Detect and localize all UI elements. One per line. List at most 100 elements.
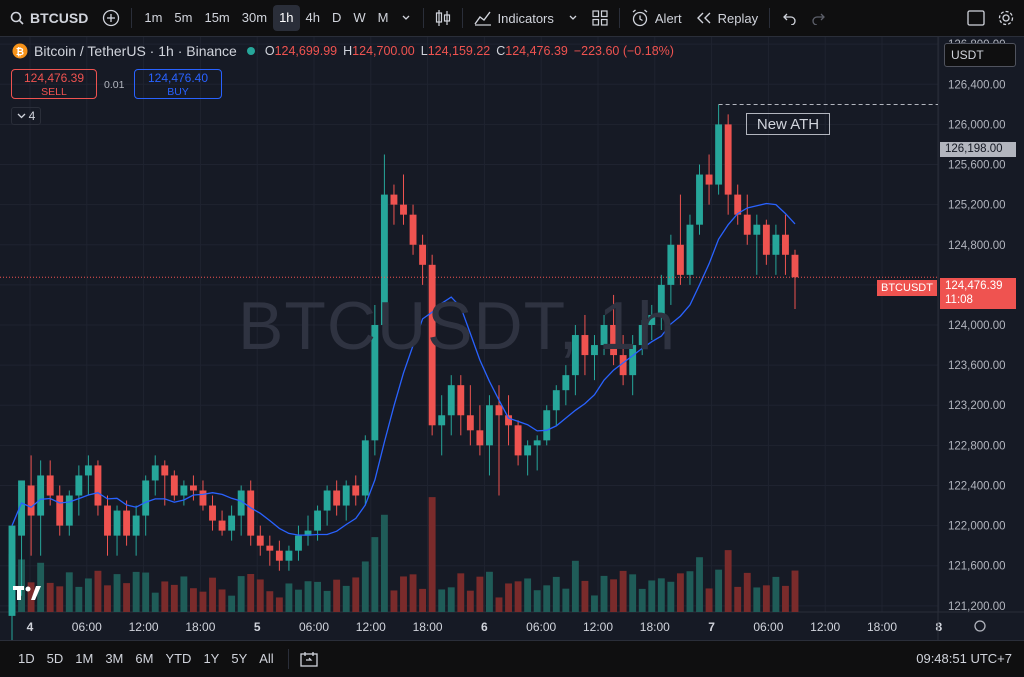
timeframe-group: 1m 5m 15m 30m 1h 4h D W M <box>136 0 418 36</box>
volume-bar <box>323 590 331 612</box>
x-tick-label: 18:00 <box>185 620 215 634</box>
timezone-clock[interactable]: 09:48:51 UTC+7 <box>916 651 1012 666</box>
chart-type-button[interactable] <box>428 0 458 36</box>
candle-body <box>8 525 16 616</box>
legend-low: L124,159.22 <box>421 44 491 58</box>
volume-bar <box>686 571 694 612</box>
buy-button[interactable]: 124,476.40 BUY <box>134 69 222 99</box>
volume-bar <box>161 581 169 612</box>
candle-body <box>782 234 789 255</box>
settings-button[interactable] <box>991 0 1024 36</box>
volume-bar <box>438 589 446 612</box>
range-5d[interactable]: 5D <box>46 651 64 666</box>
sell-button[interactable]: 124,476.39 SELL <box>11 69 97 99</box>
candle-body <box>180 485 188 496</box>
range-1d[interactable]: 1D <box>18 651 35 666</box>
moving-average-line <box>11 202 796 536</box>
candle-body <box>247 490 255 536</box>
price-chart[interactable]: 120,800.00121,200.00121,600.00122,000.00… <box>0 37 1024 640</box>
timeframe-5m[interactable]: 5m <box>174 10 193 25</box>
timeframe-dropdown[interactable] <box>395 5 417 31</box>
candle-body <box>314 510 321 531</box>
volume-bar <box>782 585 789 612</box>
candle-body <box>734 194 742 215</box>
candle-body <box>610 325 618 356</box>
alert-button[interactable]: Alert <box>624 0 689 36</box>
goto-date-button[interactable] <box>293 641 325 677</box>
volume-bar <box>696 557 703 612</box>
candle-body <box>648 314 656 325</box>
layouts-button[interactable] <box>585 0 615 36</box>
volume-bar <box>333 579 341 612</box>
compare-button[interactable] <box>95 0 127 36</box>
volume-bar <box>772 576 780 612</box>
timeframe-30m[interactable]: 30m <box>241 10 268 25</box>
range-1y[interactable]: 1Y <box>203 651 220 666</box>
x-tick-label: 18:00 <box>640 620 670 634</box>
range-1m[interactable]: 1M <box>75 651 94 666</box>
ath-price-label: 126,198.00 <box>940 142 1016 157</box>
candle-body <box>791 254 799 278</box>
chart-pane[interactable]: 120,800.00121,200.00121,600.00122,000.00… <box>0 37 1024 640</box>
timeframe-1h[interactable]: 1h <box>273 5 300 31</box>
symbol-search[interactable]: BTCUSD <box>0 0 95 36</box>
timeframe-month[interactable]: M <box>377 10 389 25</box>
y-tick-label: 126,400.00 <box>948 79 1006 91</box>
symbol-watermark: BTCUSDT, 1h <box>238 288 676 364</box>
range-6m[interactable]: 6M <box>135 651 154 666</box>
volume-bar <box>113 574 121 612</box>
grid-layout-icon <box>592 10 608 26</box>
volume-bar <box>199 591 207 612</box>
range-5y[interactable]: 5Y <box>231 651 248 666</box>
timeframe-4h[interactable]: 4h <box>305 10 320 25</box>
rewind-icon <box>696 12 711 24</box>
alarm-clock-icon <box>632 9 648 27</box>
volume-bar <box>571 560 579 612</box>
candle-body <box>189 485 197 491</box>
candle-body <box>113 510 121 536</box>
toolbar-divider <box>287 648 289 669</box>
range-3m[interactable]: 3M <box>105 651 124 666</box>
volume-bar <box>619 570 627 612</box>
candle-body <box>696 174 703 225</box>
redo-button[interactable] <box>804 0 834 36</box>
current-price-label: 124,476.39 11:08 <box>940 278 1016 309</box>
timeframe-day[interactable]: D <box>332 10 342 25</box>
fullscreen-button[interactable] <box>960 0 991 36</box>
tradingview-logo[interactable] <box>12 582 42 604</box>
candle-body <box>132 515 140 536</box>
candle-body <box>361 440 369 496</box>
candle-body <box>104 505 111 536</box>
replay-button[interactable]: Replay <box>689 0 765 36</box>
volume-bar <box>84 578 92 612</box>
indicators-label: Indicators <box>497 10 554 26</box>
new-ath-annotation[interactable]: New ATH <box>746 113 830 135</box>
currency-select[interactable]: USDT <box>944 43 1016 67</box>
x-tick-label: 12:00 <box>810 620 840 634</box>
volume-bar <box>667 581 675 612</box>
x-tick-label: 12:00 <box>356 620 386 634</box>
volume-bar <box>600 575 608 612</box>
x-tick-label: 06:00 <box>72 620 102 634</box>
undo-icon <box>783 13 796 25</box>
range-ytd[interactable]: YTD <box>165 651 192 666</box>
indicators-dropdown[interactable] <box>561 0 585 36</box>
x-tick-label: 6 <box>481 620 488 634</box>
timeframe-15m[interactable]: 15m <box>204 10 230 25</box>
candle-body <box>629 345 637 376</box>
volume-bar <box>352 577 360 612</box>
y-tick-label: 122,800.00 <box>948 440 1006 452</box>
undo-button[interactable] <box>774 0 804 36</box>
timeframe-week[interactable]: W <box>353 10 366 25</box>
legend-collapse-button[interactable]: 4 <box>11 107 41 125</box>
candle-body <box>486 405 493 446</box>
indicators-button[interactable]: Indicators <box>467 0 561 36</box>
candle-body <box>228 515 236 531</box>
volume-bar <box>715 569 723 612</box>
timeframe-1m[interactable]: 1m <box>144 10 163 25</box>
chevron-down-icon <box>569 15 577 20</box>
range-all[interactable]: All <box>259 651 274 666</box>
candle-body <box>199 490 207 506</box>
volume-bar <box>705 588 713 612</box>
volume-bar <box>457 573 465 612</box>
